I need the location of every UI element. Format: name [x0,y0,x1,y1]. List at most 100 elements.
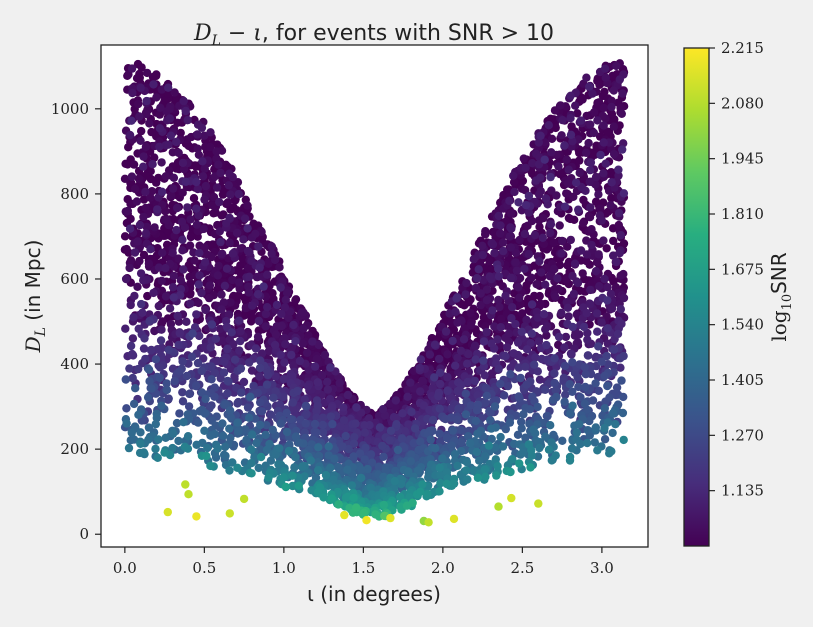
scatter-point [209,209,218,218]
scatter-point [475,456,484,465]
scatter-point [210,392,219,401]
scatter-point [223,344,232,354]
scatter-point [578,269,587,278]
scatter-point [256,398,265,407]
scatter-point [485,272,494,281]
scatter-point [617,319,626,329]
scatter-point [222,264,232,273]
scatter-point [197,288,206,298]
scatter-point [178,357,187,366]
scatter-point [594,386,603,395]
scatter-point [466,308,475,318]
scatter-point [155,142,164,151]
scatter-point [299,324,308,333]
scatter-point [263,270,272,279]
scatter-point [259,282,268,291]
scatter-point [169,173,179,182]
scatter-point [262,380,272,389]
scatter-point [257,407,267,416]
scatter-point [565,380,574,389]
scatter-point [264,259,273,268]
scatter-point [347,481,357,490]
scatter-point [472,447,481,457]
scatter-point [531,320,540,329]
scatter-point [600,64,610,73]
scatter-point [560,141,569,150]
scatter-point [600,371,609,381]
scatter-point [174,148,183,158]
scatter-point [472,405,482,415]
scatter-point [497,314,506,323]
scatter-point [496,432,505,442]
scatter-point [151,444,160,454]
scatter-point [255,372,264,381]
scatter-point [226,298,235,307]
scatter-point [585,213,595,222]
scatter-point [192,310,201,319]
scatter-point [219,368,229,377]
scatter-point [470,341,480,350]
scatter-point [351,419,360,428]
scatter-point [225,238,234,247]
scatter-point [174,436,183,446]
scatter-point [506,209,516,218]
scatter-point [393,445,403,455]
scatter-point [133,282,142,291]
scatter-point [499,246,508,256]
scatter-point [314,443,323,452]
scatter-point [280,334,289,343]
scatter-point [564,165,573,174]
scatter-point [190,256,199,265]
scatter-point [619,189,629,198]
scatter-point [207,320,217,329]
scatter-point [130,184,140,194]
scatter-point [586,203,595,212]
scatter-point [603,127,612,137]
scatter-point [183,115,192,125]
scatter-point [157,158,166,167]
scatter-point [471,416,481,426]
scatter-point [206,128,215,137]
scatter-point [594,250,603,259]
scatter-point [134,174,144,183]
scatter-point [568,401,577,410]
scatter-point [236,261,245,270]
scatter-point [121,375,130,384]
scatter-point [161,207,170,216]
scatter-point [478,250,487,260]
scatter-point [428,415,438,425]
scatter-point [614,171,623,180]
scatter-point [168,429,178,438]
scatter-point [164,345,173,354]
scatter-point [214,160,223,169]
scatter-point [548,395,558,404]
scatter-point [194,298,203,308]
scatter-point [457,437,466,447]
scatter-point [276,350,285,359]
scatter-point [505,418,515,427]
scatter-point [149,288,158,298]
scatter-point [253,332,263,341]
scatter-point [122,404,131,413]
scatter-point [155,110,164,119]
scatter-point [201,181,210,191]
scatter-point [608,408,618,418]
scatter-point [198,157,207,166]
scatter-point [343,465,352,474]
scatter-point [272,300,282,310]
scatter-point [128,334,138,343]
scatter-point [612,61,621,71]
scatter-point [168,283,178,292]
scatter-point [580,363,589,372]
scatter-point [267,242,276,251]
scatter-point [267,249,276,258]
scatter-point [398,409,407,418]
scatter-point [134,99,143,109]
scatter-point [600,274,609,284]
scatter-point [244,288,254,297]
scatter-point [234,189,243,199]
scatter-point [169,293,178,302]
scatter-point [511,319,520,329]
scatter-point [550,106,560,115]
scatter-point [476,289,485,298]
